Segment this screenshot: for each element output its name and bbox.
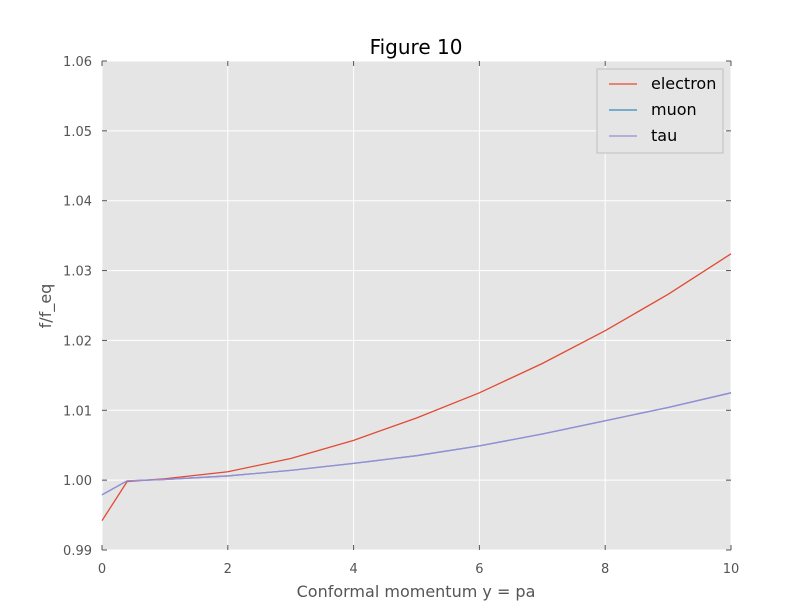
grid [101,60,732,551]
y-tick-label: 1.03 [63,265,92,280]
legend-label-tau: tau [651,126,677,145]
ticks: 0 2 4 6 8 10 0.99 1.00 1.01 1.02 1.03 1.04 1.05 1.06 [63,55,739,577]
x-axis-label: Conformal momentum y = pa [297,582,536,601]
y-tick-label: 1.05 [63,125,92,140]
y-tick-label: 1.01 [63,404,92,419]
legend-box [596,68,724,154]
y-tick-label: 1.00 [63,474,92,489]
y-tick-label: 1.04 [63,195,92,210]
x-tick-label: 0 [98,562,106,577]
y-tick-label: 1.02 [63,334,92,349]
x-tick-label: 10 [723,562,740,577]
legend-label-electron: electron [651,74,716,93]
y-axis-label: f/f_eq [36,284,56,329]
chart-title: Figure 10 [370,35,463,59]
legend: electron muon tau [596,68,724,154]
series-line-tau [101,392,732,496]
x-tick-label: 4 [349,562,357,577]
y-tick-label: 1.06 [63,55,92,70]
x-tick-label: 8 [601,562,609,577]
x-tick-label: 6 [475,562,483,577]
series-layer [101,253,732,522]
x-tick-label: 2 [224,562,232,577]
legend-label-muon: muon [651,100,697,119]
y-tick-label: 0.99 [63,544,92,559]
